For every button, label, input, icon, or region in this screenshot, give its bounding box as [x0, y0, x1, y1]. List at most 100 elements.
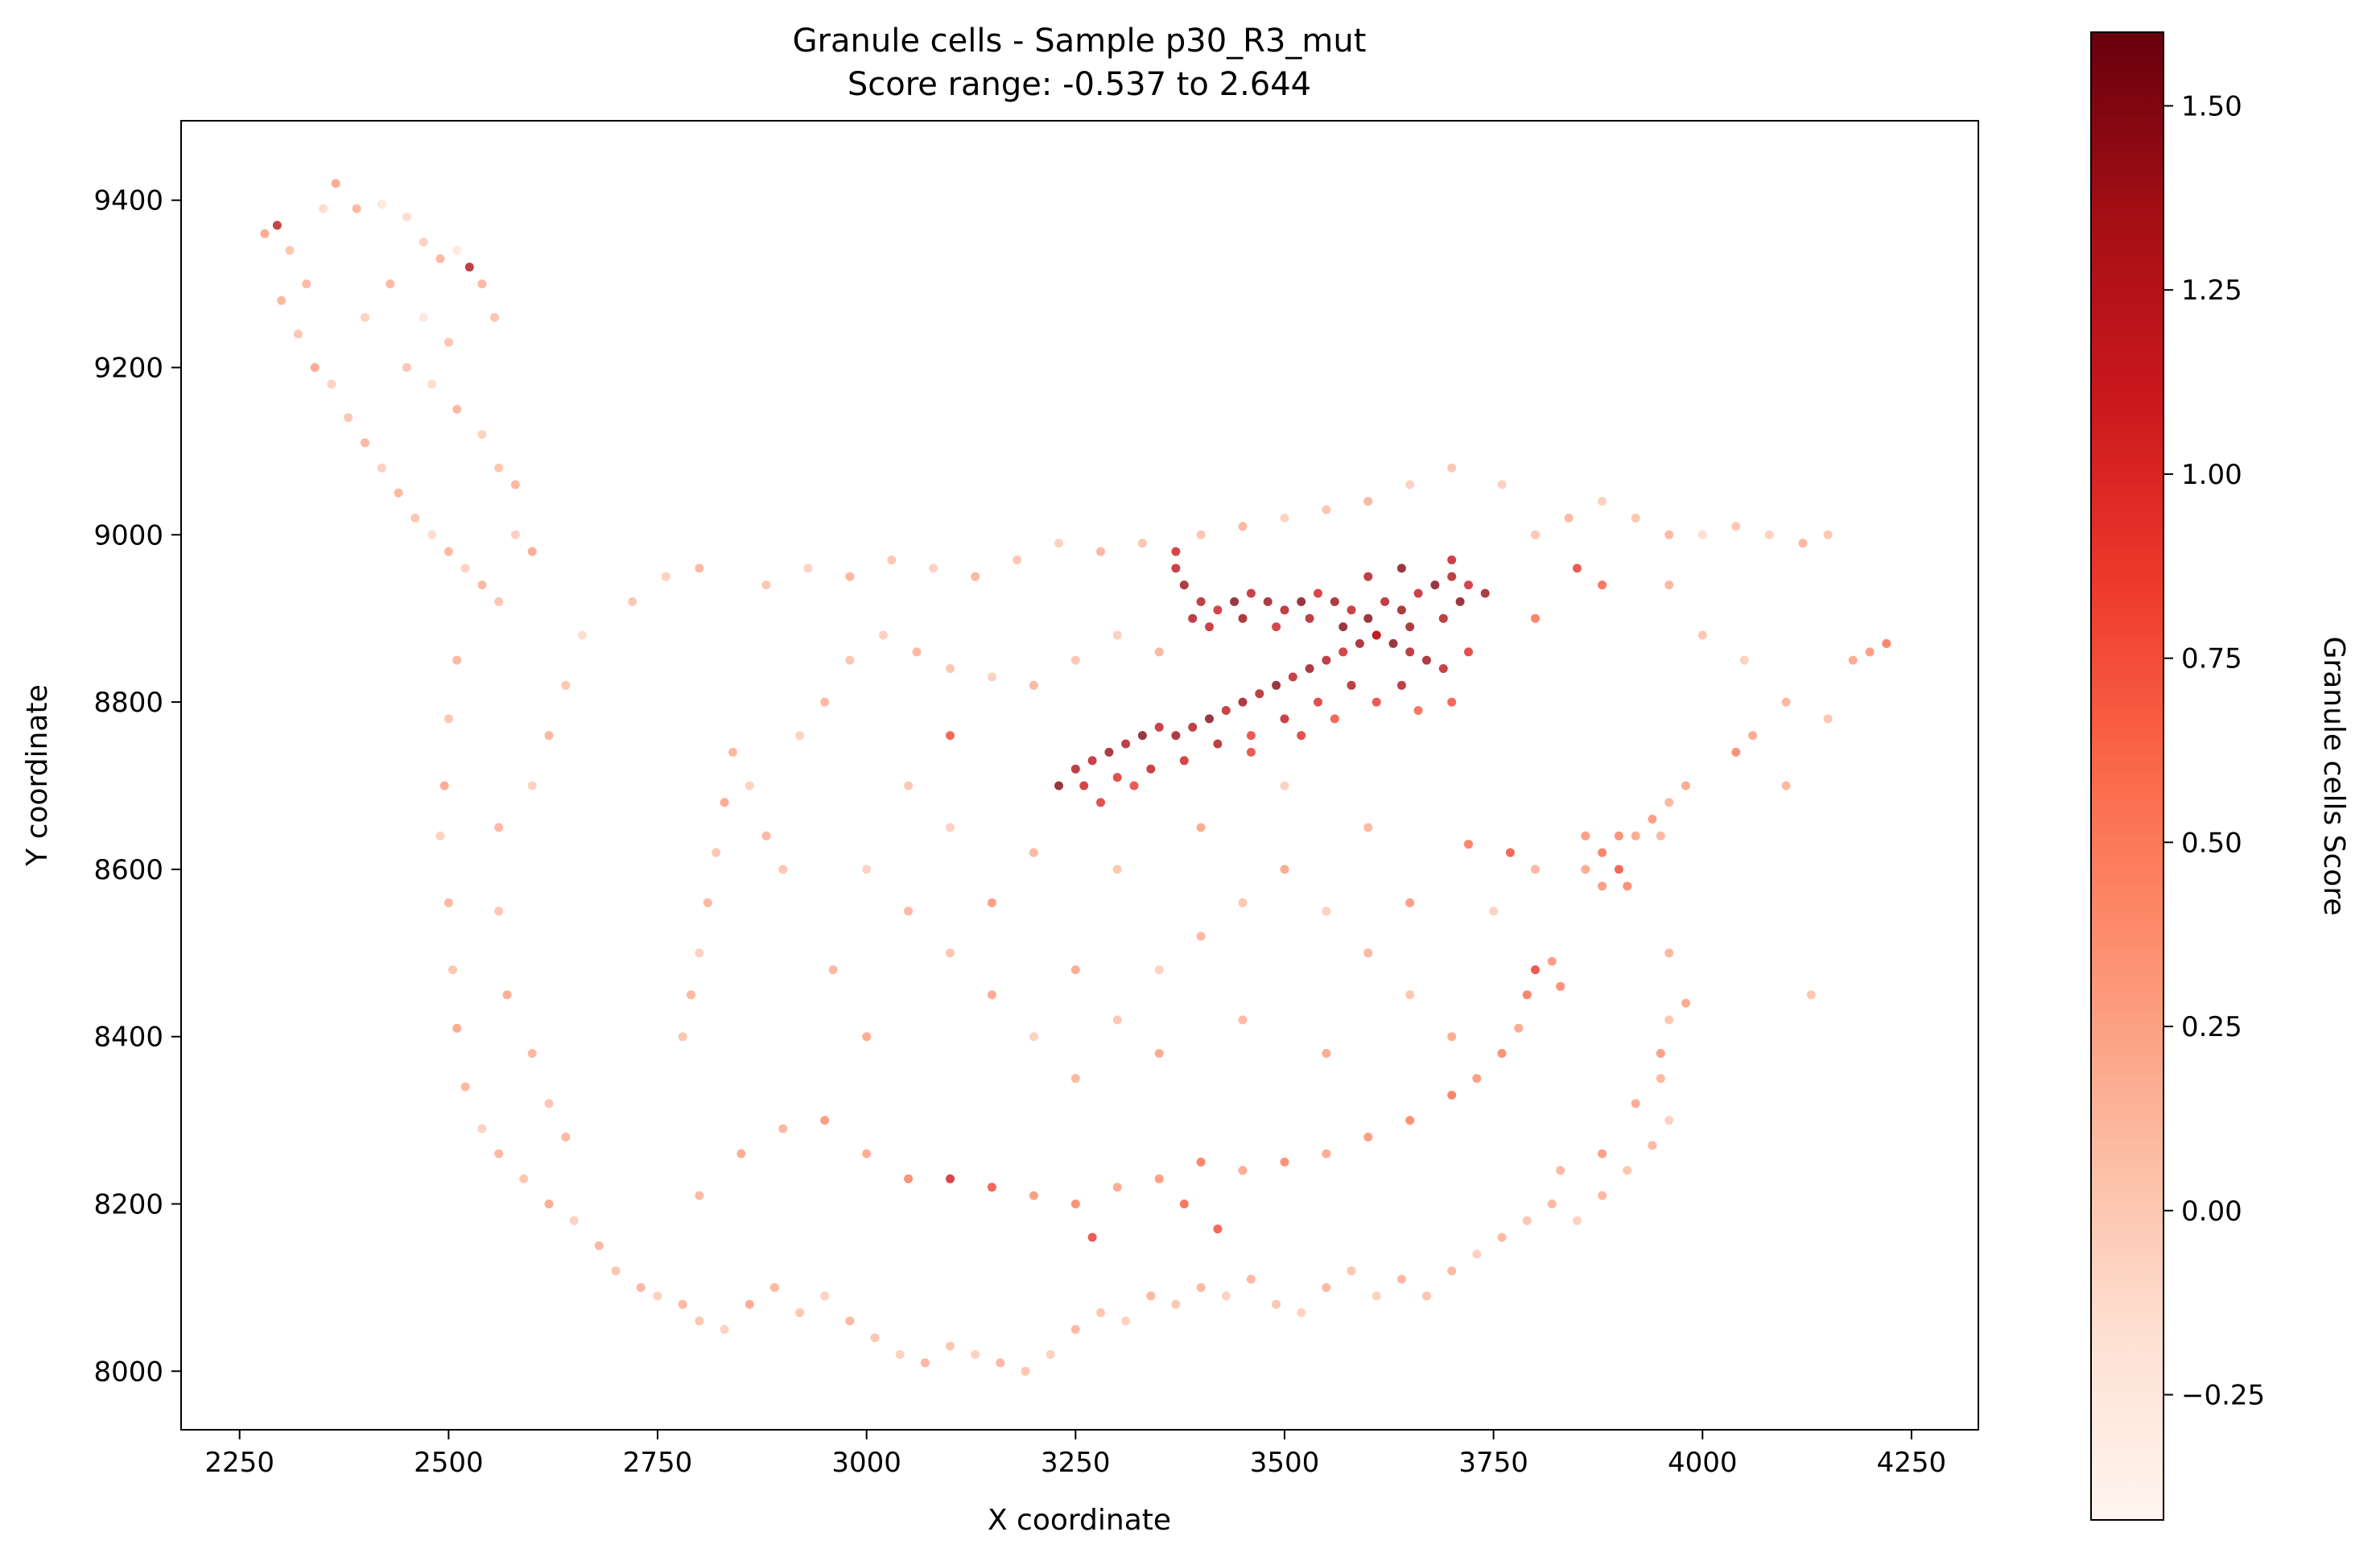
data-point: [1848, 655, 1858, 665]
data-point: [1422, 1291, 1431, 1301]
data-point: [795, 731, 805, 741]
data-point: [285, 246, 295, 255]
data-point: [1405, 480, 1415, 489]
data-point: [1238, 613, 1248, 623]
data-point: [769, 1282, 779, 1292]
data-point: [929, 564, 938, 573]
data-point: [1823, 714, 1833, 724]
data-point: [1305, 613, 1314, 623]
data-point: [1447, 1090, 1457, 1100]
data-point: [1405, 898, 1415, 907]
data-point: [1489, 906, 1499, 916]
data-point: [544, 1099, 554, 1109]
data-point: [1623, 1166, 1632, 1175]
data-point: [1196, 931, 1206, 941]
x-tick-label: 4250: [1877, 1447, 1947, 1479]
data-point: [946, 823, 955, 832]
data-point: [862, 1149, 872, 1158]
data-point: [1798, 539, 1808, 548]
data-point: [1213, 739, 1223, 749]
data-point: [477, 430, 487, 440]
data-point: [1497, 1049, 1507, 1058]
data-point: [272, 221, 282, 230]
data-point: [1171, 1299, 1181, 1309]
data-point: [1322, 655, 1331, 665]
data-point: [1272, 1299, 1281, 1309]
x-axis-label: X coordinate: [988, 1504, 1171, 1537]
data-point: [1297, 731, 1306, 741]
data-point: [1514, 1023, 1524, 1033]
data-point: [987, 1183, 996, 1192]
data-point: [845, 572, 855, 581]
data-point: [1179, 580, 1189, 590]
data-point: [1280, 514, 1289, 522]
data-point: [1246, 731, 1256, 741]
data-point: [1648, 815, 1657, 824]
data-point: [1681, 781, 1690, 791]
data-point: [494, 1149, 504, 1158]
data-point: [1213, 1224, 1223, 1234]
data-point: [946, 1341, 955, 1351]
data-point: [628, 597, 637, 606]
data-point: [828, 965, 838, 975]
data-point: [1070, 1200, 1080, 1208]
colorbar-tick-label: 1.50: [2181, 90, 2242, 122]
data-point: [1188, 722, 1198, 732]
data-point: [1179, 1200, 1189, 1208]
y-axis-label: Y coordinate: [21, 684, 54, 866]
data-point: [1314, 588, 1322, 598]
data-point: [1347, 605, 1356, 615]
x-tick-label: 3250: [1041, 1447, 1111, 1479]
data-point: [820, 1116, 830, 1125]
points-layer: [260, 179, 1891, 1376]
data-point: [1623, 882, 1632, 891]
data-point: [1171, 731, 1181, 741]
data-point: [946, 948, 955, 958]
data-point: [1112, 1183, 1122, 1192]
data-point: [1288, 672, 1297, 682]
data-point: [1396, 605, 1406, 615]
data-point: [1355, 638, 1364, 648]
data-point: [1371, 1291, 1381, 1301]
data-point: [1196, 823, 1206, 832]
data-point: [1221, 1291, 1231, 1301]
data-point: [1029, 848, 1038, 857]
data-point: [452, 655, 462, 665]
data-point: [1447, 1266, 1457, 1276]
data-point: [1213, 605, 1223, 615]
data-point: [1096, 547, 1105, 556]
data-point: [1146, 764, 1156, 774]
data-point: [578, 630, 587, 640]
data-point: [1480, 588, 1490, 598]
data-point: [1221, 706, 1231, 715]
data-point: [803, 564, 813, 573]
data-point: [862, 1032, 872, 1042]
colorbar-tick-label: 1.00: [2181, 459, 2242, 491]
data-point: [1154, 647, 1164, 657]
data-point: [1781, 697, 1791, 707]
data-point: [1413, 706, 1423, 715]
data-point: [1280, 605, 1289, 615]
data-point: [502, 990, 512, 1000]
colorbar-ticks: −0.25 0.00 0.25 0.50 0.75 1.00 1.25 1.50: [2163, 90, 2265, 1411]
data-point: [1656, 831, 1665, 840]
x-tick-label: 2500: [414, 1447, 484, 1479]
data-point: [1070, 764, 1080, 774]
chart-title: Granule cells - Sample p30_R3_mut: [793, 23, 1367, 60]
data-point: [1129, 781, 1139, 791]
data-point: [1380, 597, 1390, 606]
data-point: [720, 1324, 729, 1334]
data-point: [678, 1299, 687, 1309]
data-point: [1497, 1233, 1507, 1242]
data-point: [1396, 564, 1406, 573]
data-point: [904, 781, 914, 791]
data-point: [745, 1299, 754, 1309]
data-point: [544, 1200, 554, 1208]
data-point: [1070, 655, 1080, 665]
data-point: [1205, 714, 1214, 724]
data-point: [1238, 522, 1248, 531]
data-point: [1413, 588, 1423, 598]
data-point: [1246, 588, 1256, 598]
